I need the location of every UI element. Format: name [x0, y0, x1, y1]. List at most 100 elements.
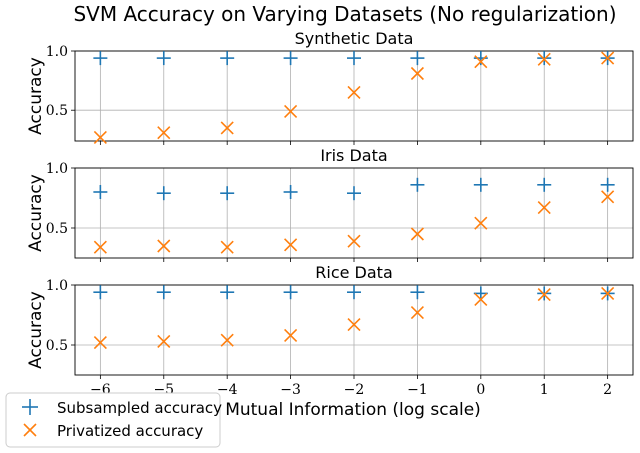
panel-iris-y-tick-label: 0.5 — [46, 221, 68, 237]
x-marker-stroke — [220, 240, 234, 254]
panel-synthetic-point-subsampled — [93, 51, 108, 66]
panel-iris: Iris Data Accuracy 0.5 1.0 — [26, 146, 634, 262]
x-marker-stroke — [537, 288, 551, 302]
panel-rice-point-privatized — [537, 288, 551, 302]
panel-iris-point-privatized — [220, 240, 234, 254]
panel-rice-point-privatized — [284, 328, 298, 342]
x-marker-stroke — [601, 286, 615, 300]
x-axis-label: Mutual Information (log scale) — [225, 400, 481, 420]
panel-synthetic-title: Synthetic Data — [295, 29, 414, 48]
x-marker-stroke — [474, 55, 488, 69]
x-marker-stroke — [410, 306, 424, 320]
panel-rice-point-privatized — [410, 306, 424, 320]
x-marker-stroke — [474, 216, 488, 230]
panel-iris-point-subsampled — [537, 177, 552, 192]
panel-iris-point-subsampled — [93, 185, 108, 199]
panel-iris-point-privatized — [284, 238, 298, 252]
panel-iris-point-subsampled — [473, 177, 488, 192]
panel-rice-point-subsampled — [410, 285, 425, 300]
legend-marker-subsampled — [22, 399, 38, 415]
panel-rice-x-tick-label: 2 — [603, 382, 612, 398]
panel-synthetic-point-subsampled — [410, 51, 425, 66]
legend: Subsampled accuracy Privatized accuracy — [5, 392, 222, 448]
panel-synthetic: Synthetic Data Accuracy 0.5 1.0 — [26, 29, 634, 145]
x-marker-stroke — [284, 238, 298, 252]
panel-rice-y-axis-label: Accuracy — [26, 291, 46, 369]
x-marker-stroke — [347, 85, 361, 100]
panel-synthetic-point-subsampled — [156, 51, 171, 66]
x-marker-stroke — [157, 239, 171, 253]
panel-rice-x-tick-label: −3 — [280, 382, 301, 398]
panel-iris-point-subsampled — [347, 186, 361, 201]
x-marker-stroke — [284, 328, 298, 342]
panel-synthetic-point-subsampled — [220, 51, 235, 66]
legend-label-privatized: Privatized accuracy — [57, 422, 203, 440]
panel-rice-x-tick-label: 1 — [540, 382, 549, 398]
panel-iris-point-subsampled — [410, 177, 425, 192]
legend-marker-privatized — [23, 423, 37, 437]
panel-rice-point-subsampled — [220, 285, 235, 300]
x-marker-stroke — [410, 227, 424, 241]
x-marker-stroke — [537, 52, 551, 66]
panel-rice-y-tick-label: 1.0 — [46, 278, 68, 294]
panel-rice-x-tick-label: 0 — [476, 382, 485, 398]
panel-iris-axes-frame — [74, 167, 634, 259]
x-marker-stroke — [601, 51, 615, 65]
panel-iris-point-privatized — [93, 240, 107, 254]
panel-synthetic-point-privatized — [347, 85, 361, 100]
panel-rice-point-subsampled — [537, 286, 552, 301]
panel-rice-point-subsampled — [156, 285, 171, 300]
panel-synthetic-point-privatized — [601, 51, 615, 65]
panel-iris-point-subsampled — [600, 177, 615, 192]
panel-rice-point-privatized — [601, 286, 615, 300]
panel-synthetic-point-privatized — [157, 126, 171, 140]
panel-rice-x-tick-label: −2 — [344, 382, 365, 398]
panel-rice-point-privatized — [93, 336, 107, 350]
x-marker-stroke — [347, 318, 361, 332]
panel-iris-point-privatized — [410, 227, 424, 241]
figure-title: SVM Accuracy on Varying Datasets (No reg… — [73, 2, 616, 26]
panel-synthetic-y-tick-label: 0.5 — [46, 103, 68, 119]
panel-synthetic-point-privatized — [284, 104, 298, 118]
panel-iris-title: Iris Data — [320, 146, 387, 165]
panel-synthetic-axes-frame — [74, 50, 634, 142]
panel-synthetic-point-privatized — [220, 121, 234, 135]
panel-rice-x-tick-label: −4 — [217, 382, 238, 398]
panel-rice-y-tick-label: 0.5 — [46, 338, 68, 354]
panel-iris-point-subsampled — [156, 186, 171, 201]
x-marker-stroke — [220, 333, 234, 347]
x-marker-stroke — [93, 130, 107, 145]
x-marker-stroke — [601, 190, 615, 204]
panel-rice-point-subsampled — [347, 285, 361, 300]
panel-synthetic-y-axis-label: Accuracy — [26, 57, 46, 135]
panel-iris-y-axis-label: Accuracy — [26, 174, 46, 252]
panel-iris-point-privatized — [157, 239, 171, 253]
panel-synthetic-point-subsampled — [473, 51, 488, 66]
x-marker-stroke — [347, 234, 361, 248]
panel-iris-point-subsampled — [283, 185, 298, 199]
panel-synthetic-point-subsampled — [347, 51, 361, 66]
panel-rice-point-privatized — [157, 334, 171, 348]
x-marker-stroke — [93, 240, 107, 254]
x-marker-stroke — [537, 201, 551, 215]
x-marker-stroke — [474, 292, 488, 306]
panel-rice-point-subsampled — [473, 286, 488, 301]
legend-box — [5, 392, 221, 448]
panel-iris-point-privatized — [601, 190, 615, 204]
x-marker-stroke — [410, 66, 424, 81]
panel-iris-point-privatized — [347, 234, 361, 248]
panel-synthetic-point-privatized — [93, 130, 107, 145]
panel-synthetic-point-privatized — [474, 55, 488, 69]
panel-iris-point-privatized — [474, 216, 488, 230]
panel-iris-point-subsampled — [220, 186, 235, 201]
panel-rice-point-privatized — [220, 333, 234, 347]
panel-synthetic-point-subsampled — [537, 51, 552, 66]
panel-rice-title: Rice Data — [315, 263, 393, 282]
panel-rice-axes-frame — [74, 284, 634, 376]
panel-rice-point-subsampled — [93, 285, 108, 300]
x-marker-stroke — [284, 104, 298, 118]
panel-iris-point-privatized — [537, 201, 551, 215]
x-marker-stroke — [93, 336, 107, 350]
panel-synthetic-point-privatized — [537, 52, 551, 66]
